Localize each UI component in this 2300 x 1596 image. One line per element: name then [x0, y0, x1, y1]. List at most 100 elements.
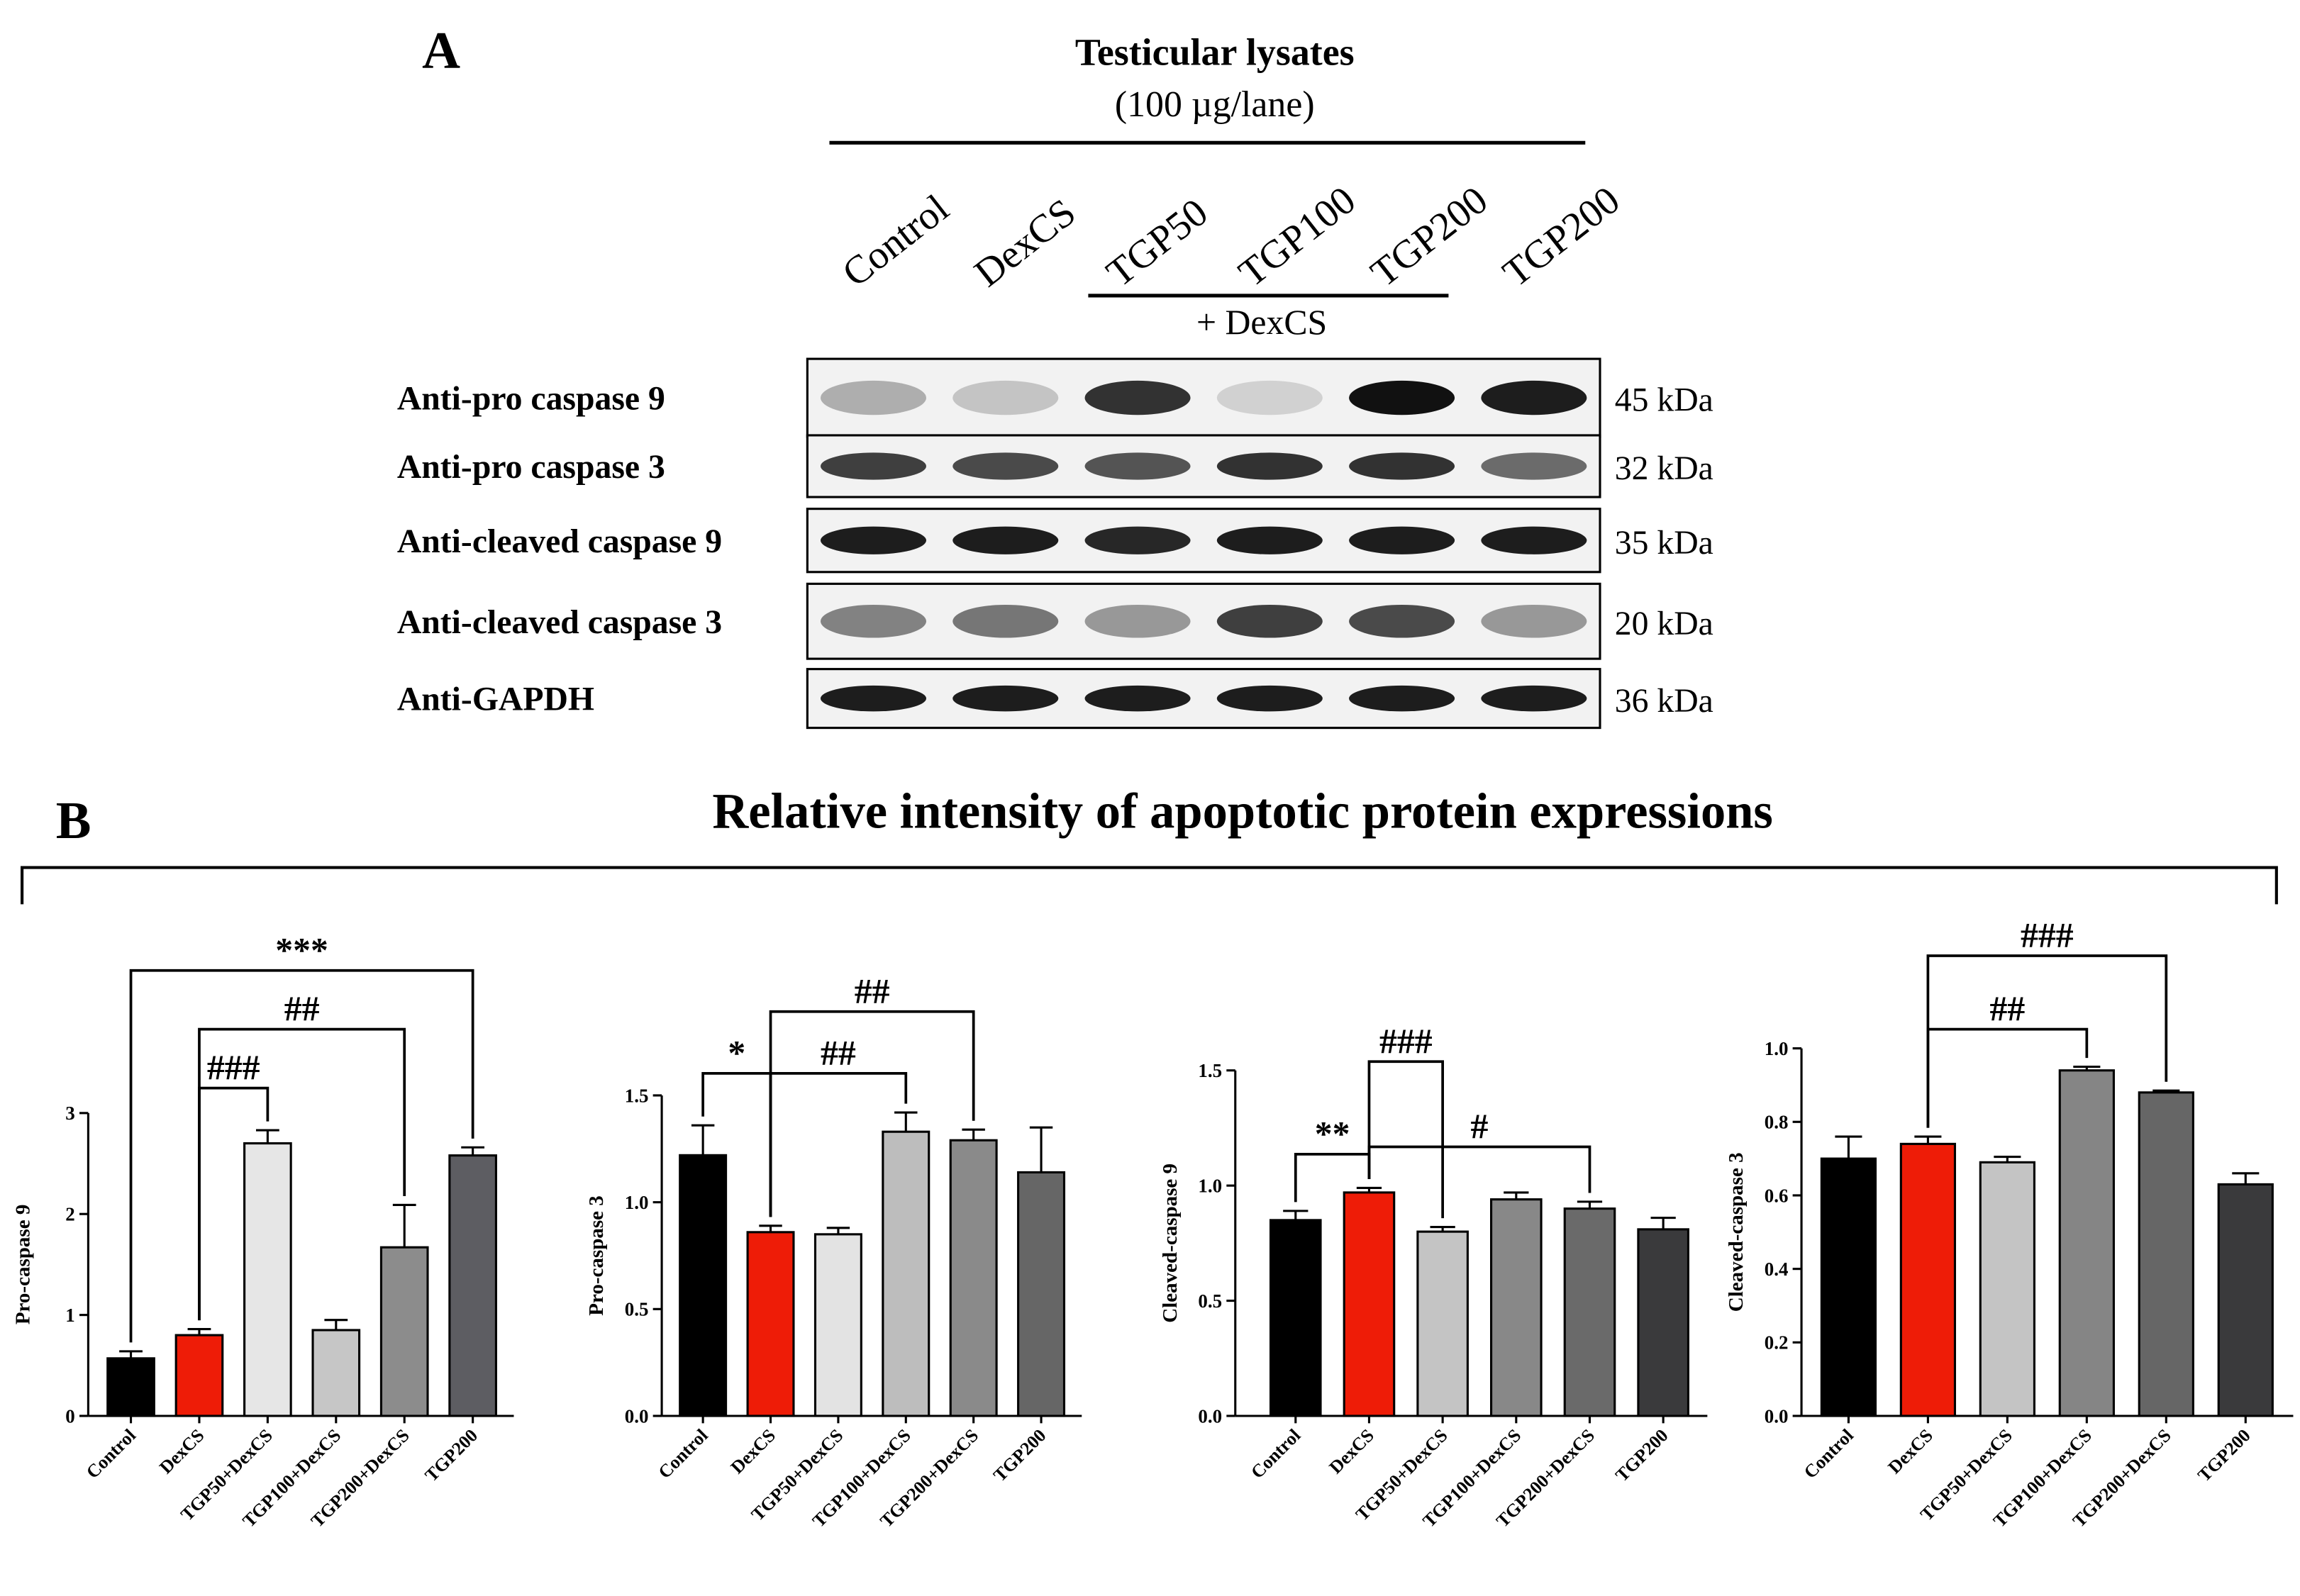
- blot-band: [1349, 526, 1455, 554]
- blot-band: [1216, 452, 1323, 480]
- blot-band: [1349, 604, 1455, 638]
- significance-bracket: [769, 1010, 975, 1217]
- bar: [1637, 1228, 1689, 1417]
- blot-frame: [806, 508, 1601, 574]
- significance-label: ##: [855, 971, 890, 1010]
- blot-band: [1481, 685, 1587, 712]
- significance-label: ##: [284, 989, 320, 1028]
- antibody-label: Anti-pro caspase 3: [397, 449, 665, 486]
- blot-band: [1084, 526, 1191, 554]
- blot-band: [952, 604, 1059, 638]
- y-tick-label: 1: [65, 1305, 74, 1326]
- y-tick-label: 1.5: [625, 1085, 649, 1106]
- bar: [1563, 1207, 1616, 1417]
- bar: [2058, 1069, 2115, 1417]
- lane-label: DexCS: [967, 190, 1084, 295]
- size-label: 36 kDa: [1615, 683, 1713, 720]
- significance-label: #: [1471, 1107, 1489, 1146]
- blot-band: [1084, 604, 1191, 638]
- blot-frame: [806, 434, 1601, 498]
- bar: [1017, 1171, 1066, 1417]
- x-tick-label: DexCS: [155, 1425, 208, 1478]
- bar: [1343, 1191, 1396, 1417]
- x-tick-label: TGP200: [421, 1425, 482, 1486]
- significance-label: ##: [821, 1033, 856, 1072]
- x-tick-label: TGP200: [2194, 1425, 2255, 1486]
- blot-band: [1216, 604, 1323, 638]
- y-tick-label: 0.5: [625, 1299, 649, 1320]
- size-label: 20 kDa: [1615, 606, 1713, 642]
- panel-title: Relative intensity of apoptotic protein …: [712, 784, 1772, 839]
- group-label: + DexCS: [1196, 303, 1327, 342]
- y-tick-label: 0.0: [625, 1405, 649, 1427]
- significance-label: ###: [1379, 1022, 1433, 1061]
- panel-label: B: [56, 791, 91, 850]
- bar: [174, 1334, 224, 1417]
- x-tick-label: Control: [82, 1425, 140, 1483]
- bar: [1490, 1198, 1543, 1417]
- size-label: 32 kDa: [1615, 450, 1713, 487]
- y-tick-label: 0.5: [1198, 1290, 1222, 1312]
- bar: [1820, 1157, 1877, 1417]
- blot-frame: [806, 668, 1601, 730]
- significance-label: ##: [1989, 989, 2025, 1028]
- y-tick-label: 0.6: [1765, 1185, 1789, 1206]
- significance-label: ###: [207, 1048, 260, 1087]
- blot-band: [952, 526, 1059, 554]
- group-bracket: [21, 866, 2278, 905]
- bar: [746, 1231, 795, 1417]
- blot-band: [1084, 685, 1191, 712]
- significance-label: ###: [2021, 916, 2074, 955]
- y-axis-label: Cleaved-caspase 3: [1725, 1152, 1748, 1312]
- y-tick-label: 0.0: [1198, 1405, 1222, 1427]
- y-tick-label: 0: [65, 1405, 74, 1427]
- lane-label: TGP100: [1230, 178, 1364, 296]
- significance-bracket: [1926, 954, 2168, 1128]
- bar: [1269, 1219, 1322, 1417]
- antibody-label: Anti-GAPDH: [397, 681, 594, 718]
- blot-band: [1216, 380, 1323, 415]
- size-label: 35 kDa: [1615, 525, 1713, 562]
- x-tick-label: DexCS: [1326, 1425, 1378, 1478]
- lane-label: Control: [834, 186, 957, 296]
- blot-band: [1481, 380, 1587, 415]
- blot-band: [1481, 526, 1587, 554]
- bar: [1416, 1230, 1469, 1417]
- blot-band: [1349, 452, 1455, 480]
- y-tick-label: 2: [65, 1204, 74, 1225]
- y-axis-label: Pro-caspase 9: [11, 1205, 34, 1325]
- y-axis-label: Pro-caspase 3: [585, 1195, 608, 1316]
- significance-label: **: [1315, 1114, 1350, 1153]
- antibody-label: Anti-pro caspase 9: [397, 381, 665, 418]
- blot-band: [952, 380, 1059, 415]
- lane-label: TGP50: [1099, 190, 1216, 295]
- x-tick-label: Control: [1800, 1425, 1857, 1483]
- bar: [106, 1357, 155, 1417]
- blot-band: [1349, 380, 1455, 415]
- bar: [1899, 1142, 1957, 1417]
- y-tick-label: 1.0: [1198, 1175, 1222, 1196]
- bar: [243, 1142, 292, 1417]
- y-tick-label: 0.2: [1765, 1332, 1789, 1354]
- blot-band: [1481, 604, 1587, 638]
- blot-band: [820, 380, 927, 415]
- bar: [949, 1139, 998, 1417]
- blot-band: [820, 452, 927, 480]
- blot-title: Testicular lysates: [1075, 30, 1355, 73]
- lane-label: TGP200: [1495, 178, 1628, 296]
- blot-band: [952, 685, 1059, 712]
- x-tick-label: Control: [654, 1425, 711, 1483]
- lane-label: TGP200: [1363, 178, 1496, 296]
- blot-band: [1216, 526, 1323, 554]
- x-tick-label: DexCS: [1884, 1425, 1936, 1478]
- y-axis-label: Cleaved-caspase 9: [1159, 1163, 1182, 1323]
- y-tick-label: 3: [65, 1103, 74, 1124]
- blot-frame: [806, 582, 1601, 660]
- bar: [311, 1329, 361, 1417]
- y-tick-label: 0.8: [1765, 1112, 1789, 1133]
- bar: [679, 1154, 728, 1417]
- x-tick-label: TGP200: [1611, 1425, 1672, 1486]
- blot-band: [820, 604, 927, 638]
- significance-bracket: [198, 1086, 270, 1321]
